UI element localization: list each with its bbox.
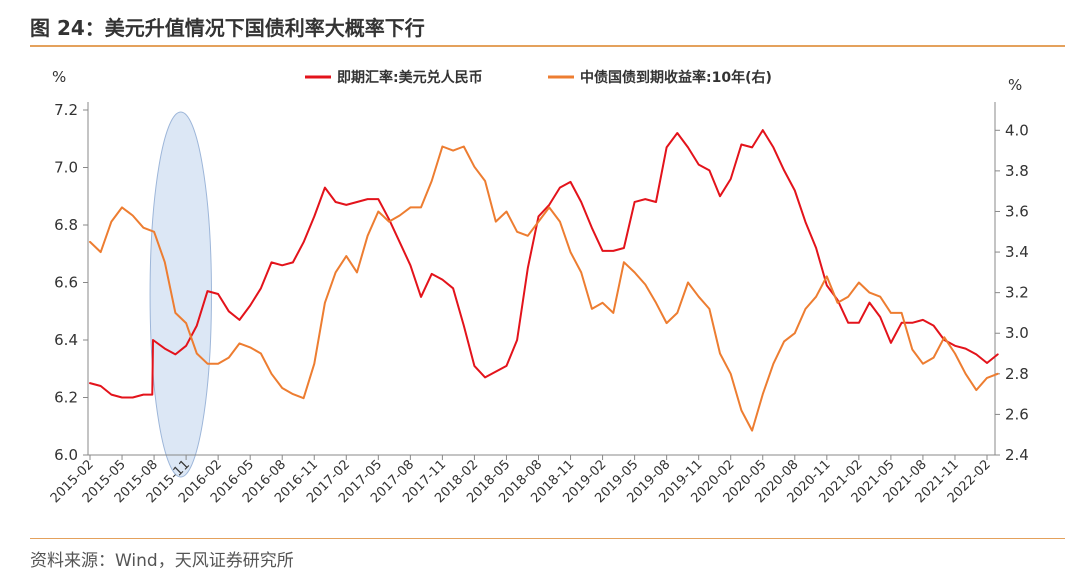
right-tick-label: 2.4: [1005, 446, 1029, 464]
right-tick-label: 3.4: [1005, 243, 1029, 261]
left-tick-label: 6.2: [54, 389, 78, 407]
right-axis-unit: %: [1008, 76, 1022, 94]
right-tick-label: 2.8: [1005, 365, 1029, 383]
page-title: 图 24：美元升值情况下国债利率大概率下行: [30, 16, 425, 40]
left-tick-label: 7.0: [54, 159, 78, 177]
highlight-ellipse: [149, 111, 212, 478]
chart: % % 即期汇率:美元兑人民币 中债国债到期收益率:10年(右) 6.0 6.2 6.…: [48, 68, 1029, 506]
left-tick-label: 7.2: [54, 101, 78, 119]
highlight-region: [149, 111, 212, 478]
legend: 即期汇率:美元兑人民币 中债国债到期收益率:10年(右): [305, 69, 772, 86]
series-lines: [89, 129, 999, 432]
source-note: 资料来源：Wind，天风证券研究所: [30, 551, 294, 571]
series-line-2: [89, 145, 999, 432]
right-tick-label: 3.2: [1005, 284, 1029, 302]
legend-label-1: 即期汇率:美元兑人民币: [337, 69, 483, 86]
left-tick-label: 6.8: [54, 216, 78, 234]
legend-label-2: 中债国债到期收益率:10年(右): [580, 69, 772, 86]
right-tick-label: 4.0: [1005, 121, 1029, 139]
right-tick-label: 3.8: [1005, 162, 1029, 180]
left-tick-label: 6.4: [54, 331, 78, 349]
left-tick-label: 6.0: [54, 446, 78, 464]
footer-divider: [30, 538, 1065, 539]
right-tick-label: 3.0: [1005, 324, 1029, 342]
right-tick-label: 2.6: [1005, 405, 1029, 423]
title-divider: [30, 45, 1065, 47]
left-axis-unit: %: [52, 68, 66, 86]
left-tick-label: 6.6: [54, 274, 78, 292]
right-tick-label: 3.6: [1005, 202, 1029, 220]
series-line-1: [89, 129, 999, 399]
